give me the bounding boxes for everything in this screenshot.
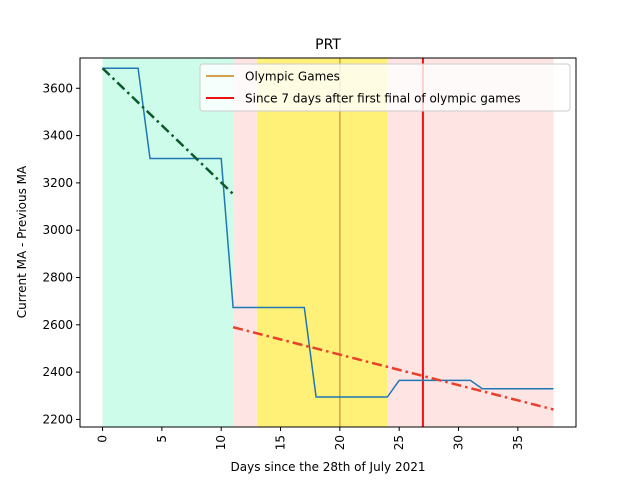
x-axis-label: Days since the 28th of July 2021 xyxy=(231,460,426,474)
legend: Olympic Games Since 7 days after first fi… xyxy=(199,63,571,112)
y-tick-label: 2800 xyxy=(42,271,73,285)
y-axis-ticks: 2200 2400 2600 2800 3000 3200 3400 3600 xyxy=(42,81,80,426)
x-tick-label: 0 xyxy=(96,435,110,443)
y-tick-label: 2600 xyxy=(42,318,73,332)
legend-box xyxy=(199,63,571,112)
y-tick-label: 3400 xyxy=(42,129,73,143)
y-tick-label: 3000 xyxy=(42,223,73,237)
y-tick-label: 3200 xyxy=(42,176,73,190)
band-2 xyxy=(256,58,388,427)
vertical-markers xyxy=(339,58,424,427)
x-tick-label: 20 xyxy=(333,435,347,450)
x-tick-label: 35 xyxy=(511,435,525,450)
y-tick-label: 2200 xyxy=(42,412,73,426)
band-0 xyxy=(102,58,234,427)
legend-entry-0: Olympic Games xyxy=(245,70,340,84)
x-tick-label: 30 xyxy=(452,435,466,450)
series-line-0 xyxy=(102,67,554,398)
y-axis-label: Current MA - Previous MA xyxy=(15,165,29,318)
legend-entry-1: Since 7 days after first final of olympi… xyxy=(245,92,521,106)
x-tick-label: 10 xyxy=(214,435,228,450)
series-line-1 xyxy=(101,67,234,195)
x-axis-ticks: 0 5 10 15 20 25 30 35 xyxy=(96,427,525,450)
background-bands xyxy=(102,58,554,427)
band-3 xyxy=(387,58,554,427)
y-tick-label: 3600 xyxy=(42,81,73,95)
band-1 xyxy=(233,58,257,427)
series-line-2 xyxy=(232,325,554,411)
y-tick-label: 2400 xyxy=(42,365,73,379)
x-tick-label: 15 xyxy=(274,435,288,450)
plot-frame xyxy=(79,57,577,428)
series-lines xyxy=(101,67,554,411)
chart-title: PRT xyxy=(315,37,341,53)
x-tick-label: 25 xyxy=(392,435,406,450)
x-tick-label: 5 xyxy=(155,435,169,443)
